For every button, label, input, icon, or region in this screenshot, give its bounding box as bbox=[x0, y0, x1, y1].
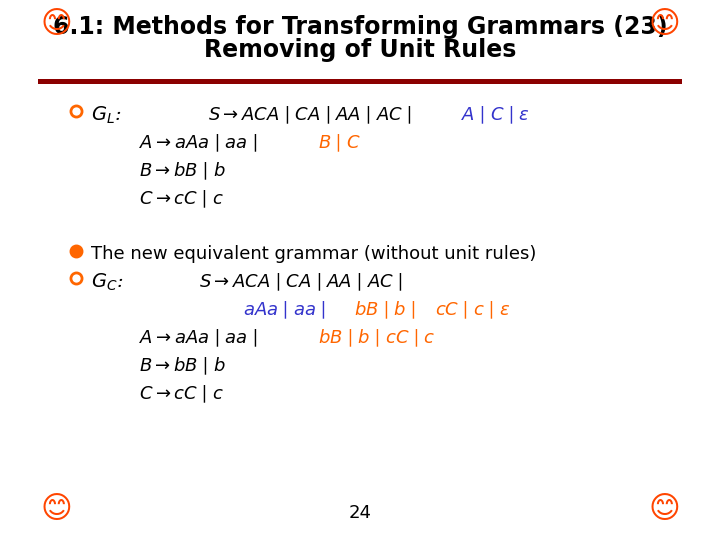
Text: $B \rightarrow bB \mid b$: $B \rightarrow bB \mid b$ bbox=[139, 356, 225, 377]
Text: 6.1: Methods for Transforming Grammars (23): 6.1: Methods for Transforming Grammars (… bbox=[53, 15, 667, 39]
Text: The new equivalent grammar (without unit rules): The new equivalent grammar (without unit… bbox=[91, 245, 536, 263]
Text: Removing of Unit Rules: Removing of Unit Rules bbox=[204, 38, 516, 62]
Text: $A \mid C \mid \varepsilon$: $A \mid C \mid \varepsilon$ bbox=[462, 105, 531, 126]
Text: $G_L$:: $G_L$: bbox=[91, 105, 122, 126]
FancyBboxPatch shape bbox=[37, 79, 683, 84]
Text: $cC \mid c \mid \varepsilon$: $cC \mid c \mid \varepsilon$ bbox=[435, 300, 510, 321]
Text: 😊: 😊 bbox=[648, 495, 680, 524]
Text: 😊: 😊 bbox=[648, 10, 680, 39]
Text: $bB \mid b \mid $: $bB \mid b \mid $ bbox=[354, 300, 415, 321]
Text: $aAa \mid aa \mid $: $aAa \mid aa \mid $ bbox=[243, 300, 326, 321]
Text: $C \rightarrow cC \mid c$: $C \rightarrow cC \mid c$ bbox=[139, 384, 224, 406]
Text: 24: 24 bbox=[348, 504, 372, 522]
Text: $S \rightarrow ACA \mid CA \mid AA \mid AC \mid $: $S \rightarrow ACA \mid CA \mid AA \mid … bbox=[208, 105, 412, 126]
Text: 😊: 😊 bbox=[40, 495, 72, 524]
Text: $A \rightarrow aAa \mid aa \mid $: $A \rightarrow aAa \mid aa \mid $ bbox=[139, 328, 257, 349]
Text: $A \rightarrow aAa \mid aa \mid $: $A \rightarrow aAa \mid aa \mid $ bbox=[139, 133, 257, 154]
Text: $B \mid C$: $B \mid C$ bbox=[318, 133, 361, 154]
Text: 😊: 😊 bbox=[40, 10, 72, 39]
Text: $C \rightarrow cC \mid c$: $C \rightarrow cC \mid c$ bbox=[139, 189, 224, 211]
Text: $B \rightarrow bB \mid b$: $B \rightarrow bB \mid b$ bbox=[139, 161, 225, 183]
Text: $S \rightarrow ACA \mid CA \mid AA \mid AC \mid$: $S \rightarrow ACA \mid CA \mid AA \mid … bbox=[199, 272, 402, 293]
Text: $G_C$:: $G_C$: bbox=[91, 272, 123, 293]
Text: $bB \mid b \mid cC \mid c$: $bB \mid b \mid cC \mid c$ bbox=[318, 328, 435, 349]
